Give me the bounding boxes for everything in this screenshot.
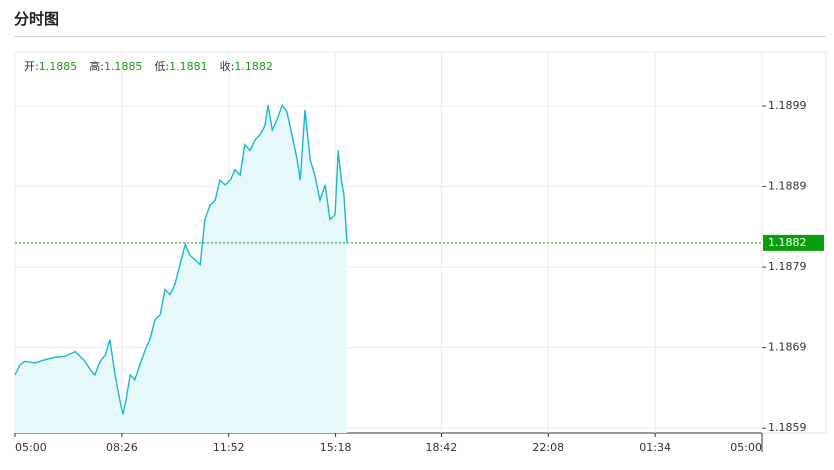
info-label: 高:: [89, 59, 104, 73]
x-tick-label: 05:00: [15, 441, 47, 454]
y-tick-label: 1.1869: [768, 341, 807, 354]
x-tick-label: 05:00: [730, 441, 762, 454]
info-label: 低:: [154, 60, 169, 73]
price-line: [14, 103, 348, 415]
y-tick-label: 1.1859: [768, 421, 807, 434]
x-tick-label: 11:52: [213, 441, 245, 454]
x-tick-label: 22:08: [532, 441, 564, 454]
info-label: 开:: [24, 60, 39, 73]
info-value: 1.1882: [234, 60, 273, 73]
x-tick-label: 01:34: [639, 441, 671, 454]
title: 分时图: [14, 10, 60, 28]
divider: [14, 36, 826, 37]
info-value: 1.1881: [169, 60, 208, 73]
y-tick-label: 1.1879: [768, 260, 807, 273]
info-value: 1.1885: [39, 60, 78, 73]
last-price-box: [763, 234, 824, 251]
x-tick-label: 08:26: [106, 441, 138, 454]
x-tick-label: 18:42: [426, 441, 458, 454]
y-tick-label: 1.1889: [768, 180, 807, 193]
info-value: 1.1885: [104, 60, 143, 73]
area: [15, 105, 347, 433]
info-label: 收:: [220, 59, 235, 73]
last-price-label: 1.1882: [768, 236, 807, 249]
x-tick-label: 15:18: [320, 441, 352, 454]
y-tick-label: 1.1899: [768, 99, 807, 112]
